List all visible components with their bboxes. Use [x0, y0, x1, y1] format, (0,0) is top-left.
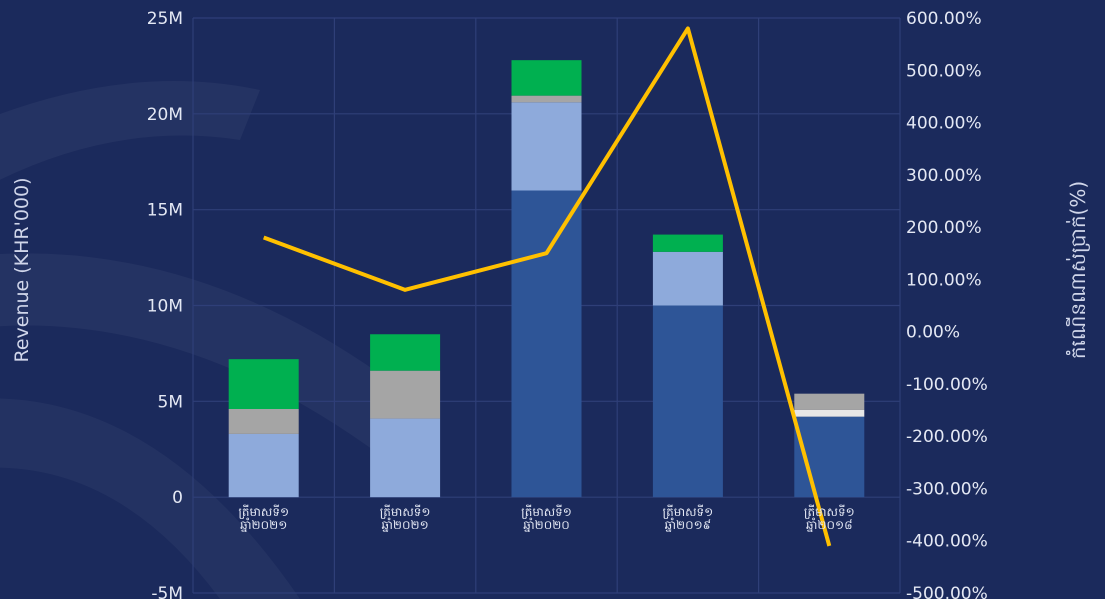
bar-segment: [511, 190, 582, 498]
x-tick-label: ត្រីមាសទី១: [238, 504, 289, 519]
y-tick-label: 0: [172, 488, 183, 508]
bar-segment: [511, 95, 582, 103]
x-tick-label: ឆ្នាំ២០១៨: [806, 517, 853, 532]
y2-tick-label: 100.00%: [906, 270, 982, 290]
bar-segment: [652, 234, 723, 252]
bar-segment: [228, 409, 299, 434]
x-tick-label: ត្រីមាសទី១: [380, 504, 431, 519]
y2-tick-label: 400.00%: [906, 114, 982, 134]
x-tick-label: ឆ្នាំ២០២០: [523, 517, 570, 532]
bar-segment: [511, 60, 582, 96]
left-axis-ticks: -5M 0 5M 10M 15M 20M 25M: [147, 9, 183, 599]
background-decoration: [0, 81, 440, 599]
bar-segment: [228, 433, 299, 498]
y-tick-label: 5M: [158, 392, 183, 412]
bar-segment: [511, 102, 582, 191]
growth-line: [263, 26, 832, 547]
x-tick-label: ត្រីមាសទី១: [804, 504, 855, 519]
y2-tick-label: -100.00%: [906, 375, 988, 395]
x-tick-label: ត្រីមាសទី១: [521, 504, 572, 519]
y-axis-label: Revenue (KHR'000): [11, 177, 33, 363]
x-tick-label: ឆ្នាំ២០២១: [240, 517, 287, 532]
y2-tick-label: 200.00%: [906, 218, 982, 238]
y-tick-label: 10M: [147, 297, 183, 317]
y2-tick-label: 600.00%: [906, 9, 982, 29]
y2-tick-label: 500.00%: [906, 61, 982, 81]
right-axis-ticks: -500.00% -400.00% -300.00% -200.00% -100.00%…: [906, 9, 988, 599]
bar-segment: [228, 359, 299, 409]
y2-tick-label: -400.00%: [906, 532, 988, 552]
bar-segment: [652, 305, 723, 498]
y2-tick-label: -300.00%: [906, 479, 988, 499]
y-tick-label: 25M: [147, 9, 183, 29]
y-tick-label: -5M: [151, 584, 183, 599]
y2-tick-label: -500.00%: [906, 584, 988, 599]
x-tick-label: ឆ្នាំ២០១៩: [665, 517, 712, 532]
bar-segment: [370, 334, 441, 371]
bar-segment: [794, 393, 865, 410]
y-tick-label: 15M: [147, 201, 183, 221]
bars: [228, 60, 865, 498]
y2-tick-label: 0.00%: [906, 323, 960, 343]
bar-segment: [370, 370, 441, 419]
x-tick-label: ត្រីមាសទី១: [663, 504, 714, 519]
x-tick-label: ឆ្នាំ២០២១: [382, 517, 429, 532]
y2-axis-label: កំណើនណាស់ប្រាក់(%): [1066, 180, 1090, 360]
bar-segment: [370, 418, 441, 498]
y2-tick-label: -200.00%: [906, 427, 988, 447]
y2-tick-label: 300.00%: [906, 166, 982, 186]
y-tick-label: 20M: [147, 105, 183, 125]
x-axis-ticks: ត្រីមាសទី១ឆ្នាំ២០២១ត្រីមាសទី១ឆ្នាំ២០២១ត្…: [238, 504, 854, 532]
bar-segment: [794, 409, 865, 417]
bar-segment: [652, 251, 723, 306]
